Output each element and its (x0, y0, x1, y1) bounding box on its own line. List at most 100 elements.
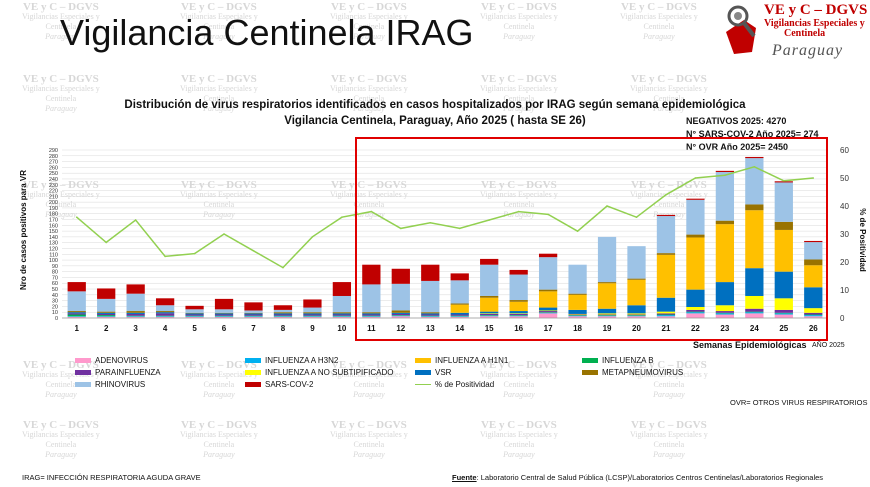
x-axis-label: Semanas Epidemiológicas (693, 340, 807, 350)
bar-segment (774, 309, 793, 313)
bars (67, 156, 823, 318)
bar-segment (67, 313, 86, 315)
legend-label: RHINOVIRUS (95, 380, 146, 389)
bar-segment (597, 315, 617, 317)
y-tick-label: 120 (49, 246, 58, 252)
positivity-point (488, 219, 490, 221)
y-tick-label: 140 (49, 235, 58, 241)
legend-swatch (415, 370, 431, 375)
bar-segment (804, 259, 823, 266)
bar-segment (597, 313, 617, 315)
x-tick-label: 24 (750, 324, 759, 333)
bar-segment (686, 289, 705, 307)
y-right-tick-label: 10 (840, 286, 849, 295)
bar-segment (480, 313, 499, 314)
chart-title: Distribución de virus respiratorios iden… (124, 99, 746, 111)
bar-segment (804, 265, 823, 288)
bar-segment (509, 316, 528, 318)
positivity-point (694, 177, 697, 179)
positivity-point (134, 219, 137, 221)
positivity-line-path (76, 166, 814, 269)
y-tick-label: 240 (49, 177, 58, 183)
y-tick-label: 170 (49, 218, 58, 224)
bar-segment (421, 264, 440, 281)
bar-segment (538, 310, 558, 312)
bar-segment (450, 316, 469, 317)
positivity-point (576, 230, 579, 232)
positivity-point (223, 233, 225, 235)
legend-swatch (415, 358, 431, 363)
bar-segment (715, 305, 735, 312)
highlight-frame (355, 137, 828, 341)
bar-segment (421, 280, 440, 313)
logo-title: VE y C – DGVS (764, 2, 868, 18)
y-axis-label: Nro de casos positivos para VR (19, 170, 28, 290)
positivity-point (252, 250, 255, 252)
bar-segment (273, 314, 293, 316)
y-right-tick-label: 40 (840, 202, 849, 211)
bar-segment (627, 305, 646, 314)
bar-segment (509, 311, 528, 314)
x-tick-label: 12 (396, 324, 405, 333)
bar-segment (244, 316, 263, 318)
bar-segment (686, 311, 705, 313)
bar-segment (155, 298, 175, 306)
bar-segment (362, 316, 381, 317)
bar-segment (391, 268, 410, 284)
bar-segment (715, 172, 735, 221)
y-tick-label: 270 (49, 160, 58, 166)
legend-item: INFLUENZA A H3N2 (245, 356, 338, 365)
bar-segment (303, 314, 322, 316)
y-tick-label: 290 (49, 148, 58, 154)
bar-segment (480, 313, 499, 316)
bar-segment (480, 258, 499, 265)
bar-segment (745, 210, 764, 269)
bar-segment (686, 312, 705, 314)
x-tick-label: 8 (281, 324, 286, 333)
bar-segment (97, 313, 116, 316)
bar-segment (303, 316, 322, 318)
bar-segment (126, 284, 145, 294)
bar-segment (185, 313, 204, 315)
bar-segment (450, 316, 469, 318)
legend-item: INFLUENZA B (582, 356, 654, 365)
bar-segment (509, 274, 528, 301)
bar-segment (450, 273, 469, 281)
bar-segment (126, 315, 145, 317)
bar-segment (774, 181, 793, 183)
bar-segment (332, 295, 352, 313)
bar-segment (715, 224, 735, 283)
bar-segment (715, 311, 735, 313)
bar-segment (509, 300, 528, 302)
bar-segment (126, 311, 145, 313)
bar-segment (126, 312, 145, 314)
source-label: Fuente (452, 473, 477, 482)
positivity-point (665, 194, 667, 196)
bar-segment (774, 271, 793, 299)
bar-segment (568, 313, 587, 315)
bar-segment (774, 313, 793, 315)
legend-label: INFLUENZA B (602, 356, 654, 365)
y-tick-label: 150 (49, 229, 58, 235)
bar-segment (421, 316, 440, 318)
ovr-note: OVR= OTROS VIRUS RESPIRATORIOS (730, 398, 868, 407)
bar-segment (391, 315, 410, 317)
bar-segment (538, 289, 558, 292)
positivity-point (429, 222, 432, 224)
x-tick-label: 15 (485, 324, 494, 333)
bar-segment (391, 283, 410, 311)
logo: VE y C – DGVS Vigilancias Especiales y C… (722, 2, 868, 66)
x-tick-label: 4 (163, 324, 168, 333)
bar-segment (745, 295, 764, 309)
bar-segment (303, 299, 322, 308)
bar-segment (480, 311, 499, 314)
irag-note: IRAG= INFECCIÓN RESPIRATORIA AGUDA GRAVE (22, 473, 201, 482)
legend-swatch (75, 358, 91, 363)
x-tick-label: 19 (603, 324, 612, 333)
bar-segment (627, 315, 646, 316)
bar-segment (480, 315, 499, 316)
bar-segment (568, 264, 587, 294)
bar-segment (97, 298, 116, 312)
x-tick-label: 16 (514, 324, 523, 333)
bar-segment (244, 316, 263, 317)
